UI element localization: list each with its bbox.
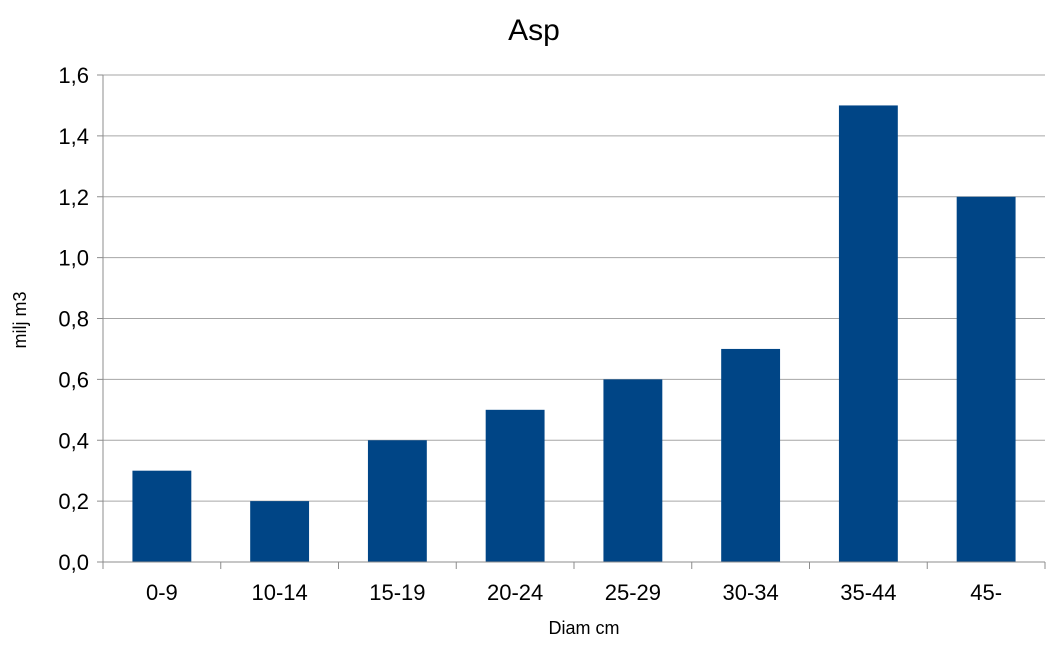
x-tick-labels: 0-9 10-14 15-19 20-24 25-29 30-34 35-44 45- [146, 580, 1002, 605]
bar [721, 348, 781, 562]
gridlines [103, 74, 1045, 502]
x-tick-label: 25-29 [605, 580, 661, 605]
x-axis-label: Diam cm [549, 618, 620, 638]
x-tick-label: 45- [970, 580, 1002, 605]
bar [956, 196, 1016, 562]
y-tick-label: 1,2 [58, 185, 89, 210]
x-tick-label: 0-9 [146, 580, 178, 605]
x-tick-label: 20-24 [487, 580, 543, 605]
bar [367, 440, 427, 562]
bar [250, 501, 310, 562]
y-tick-label: 0,6 [58, 367, 89, 392]
x-tick-label: 15-19 [369, 580, 425, 605]
bar [132, 470, 192, 562]
x-tick-label: 35-44 [840, 580, 896, 605]
bars [132, 105, 1016, 562]
y-tick-label: 0,4 [58, 428, 89, 453]
chart-title: Asp [508, 14, 560, 47]
y-tick-labels: 0,0 0,2 0,4 0,6 0,8 1,0 1,2 1,4 1,6 [58, 63, 89, 575]
bar [838, 105, 898, 562]
y-tick-label: 0,8 [58, 307, 89, 332]
x-tick-label: 10-14 [251, 580, 307, 605]
y-tick-label: 1,4 [58, 124, 89, 149]
y-axis-label: milj m3 [10, 292, 30, 349]
bar [485, 409, 545, 562]
y-tick-label: 1,6 [58, 63, 89, 88]
y-tick-label: 0,0 [58, 550, 89, 575]
y-tick-label: 0,2 [58, 489, 89, 514]
x-tick-label: 30-34 [722, 580, 778, 605]
bar [603, 379, 663, 562]
y-tick-label: 1,0 [58, 246, 89, 271]
axes [97, 74, 1046, 569]
